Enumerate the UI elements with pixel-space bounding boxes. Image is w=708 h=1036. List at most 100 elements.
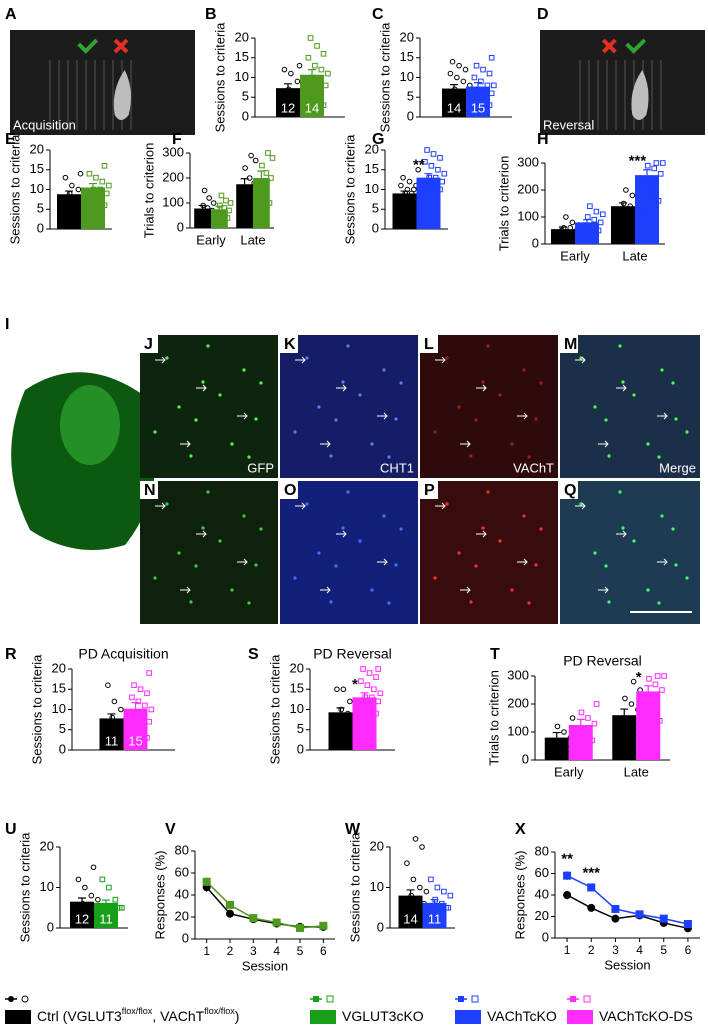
- arrow: [657, 558, 668, 566]
- data-point: [454, 74, 460, 81]
- line: [566, 894, 689, 930]
- image: [420, 481, 558, 624]
- panel-letter: A: [5, 6, 17, 23]
- data-point: [314, 43, 320, 49]
- cell: [358, 539, 362, 543]
- x-axis-label: Session: [242, 958, 288, 973]
- error-bar: [620, 708, 629, 716]
- error-bar: [552, 731, 561, 738]
- panel-letter: D: [537, 6, 549, 23]
- y-tick-label: 40: [175, 886, 189, 901]
- y-tick-label: 200: [517, 181, 539, 196]
- panel-letter: O: [284, 482, 296, 499]
- arrow: [435, 502, 446, 510]
- arrow: [476, 530, 487, 538]
- data-point: [449, 58, 456, 65]
- data-point: [657, 171, 664, 177]
- data-point: [88, 194, 95, 201]
- data-point: [422, 159, 428, 165]
- data-point: [456, 62, 462, 69]
- data-point: [488, 54, 495, 61]
- error-bar: [644, 685, 653, 692]
- bar: [416, 177, 441, 229]
- panel-letter: H: [537, 131, 549, 148]
- data-point: [90, 864, 97, 871]
- cell: [305, 502, 309, 506]
- data-point: [105, 735, 111, 741]
- data-point: [312, 62, 318, 69]
- data-point: [265, 150, 271, 156]
- panel-letter: K: [284, 336, 296, 353]
- data-point: [560, 225, 567, 231]
- data-point: [95, 198, 101, 205]
- correct-cue: [77, 38, 99, 54]
- cell: [346, 490, 350, 494]
- bar: [568, 725, 593, 760]
- y-tick-label: 0: [407, 108, 414, 123]
- y-tick-label: 0: [177, 219, 184, 234]
- data-point: [227, 200, 234, 206]
- data-point: [565, 230, 571, 236]
- striatum-region: [60, 385, 120, 465]
- arrow: [336, 384, 347, 392]
- legend-text: flox/flox: [122, 1006, 153, 1016]
- data-point: [75, 186, 82, 193]
- data-point: [217, 202, 223, 209]
- y-tick-label: 5: [372, 201, 379, 216]
- data-point: [585, 715, 591, 721]
- data-point: [256, 205, 262, 211]
- y-tick-label: 0: [59, 741, 66, 756]
- data-point: [430, 182, 437, 189]
- cell: [481, 380, 485, 384]
- data-point: [434, 884, 441, 891]
- arrow: [155, 356, 166, 364]
- data-point: [644, 162, 651, 169]
- x-tick-label: 1: [564, 943, 571, 957]
- data-point: [491, 82, 497, 89]
- data-point: [64, 198, 71, 205]
- data-point: [595, 227, 602, 234]
- legend-marker: [570, 996, 576, 1002]
- cell: [399, 527, 403, 531]
- cell: [660, 514, 664, 518]
- cell: [539, 381, 543, 385]
- data-point: [587, 203, 593, 209]
- legend-text: VGLUT3cKO: [342, 1008, 424, 1024]
- data-point: [107, 722, 113, 729]
- data-point: [415, 166, 421, 173]
- data-point: [642, 176, 649, 182]
- data-point: [263, 170, 270, 176]
- cell: [293, 430, 297, 434]
- letter-box: [420, 335, 438, 353]
- cell: [329, 454, 333, 458]
- letter-box: [280, 335, 298, 353]
- x-tick-label: 6: [320, 944, 327, 958]
- significance: ***: [629, 153, 647, 170]
- y-tick-label: 0: [542, 929, 549, 944]
- data-point: [422, 186, 428, 193]
- y-tick-label: 5: [59, 721, 66, 736]
- data-point: [214, 217, 220, 224]
- data-point: [109, 714, 116, 721]
- n-label: 15: [471, 100, 485, 115]
- cell: [201, 380, 205, 384]
- y-tick-label: 15: [52, 681, 66, 696]
- cell: [242, 368, 246, 372]
- data-point: [204, 205, 211, 211]
- data-point: [652, 681, 659, 688]
- error-bar: [131, 702, 140, 709]
- data-point: [649, 187, 655, 193]
- data-point: [79, 900, 86, 907]
- bar: [551, 229, 575, 244]
- error-bar: [450, 84, 458, 89]
- cell: [370, 588, 374, 592]
- data-point: [137, 731, 144, 737]
- arrow: [657, 412, 668, 420]
- letter-box: [280, 481, 298, 499]
- data-point: [404, 860, 410, 867]
- y-tick-label: 20: [290, 660, 304, 675]
- data-point: [201, 187, 208, 194]
- y-tick-label: 200: [507, 695, 529, 710]
- mouse: [113, 70, 131, 120]
- data-point: [113, 726, 120, 733]
